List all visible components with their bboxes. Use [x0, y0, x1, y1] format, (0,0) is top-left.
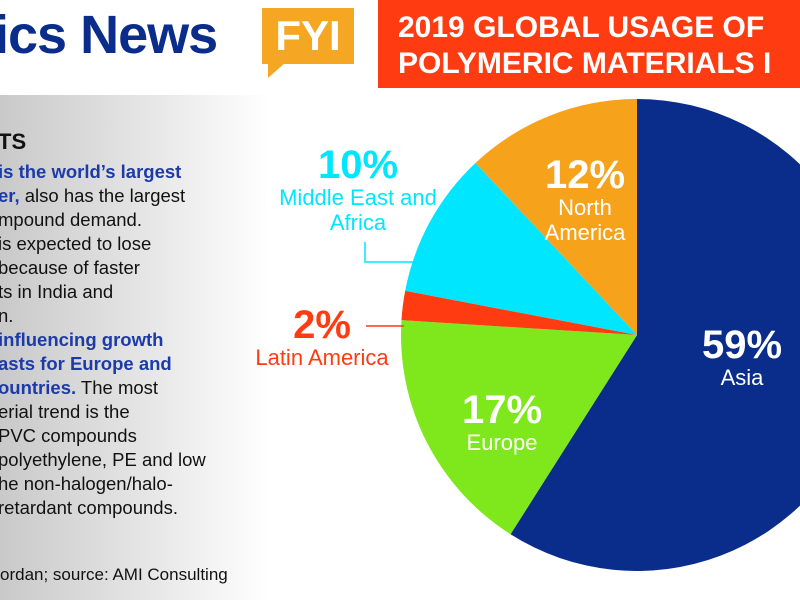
- sidebar-line: is the world’s largest: [0, 160, 206, 184]
- sidebar-heading: TS: [0, 129, 27, 154]
- sidebar-line: n.: [0, 304, 206, 328]
- sidebar-line: is expected to lose: [0, 232, 206, 256]
- category-label: Middle East and Africa: [279, 185, 437, 235]
- badge-tail: [268, 62, 286, 78]
- body-text: mpound demand.: [0, 209, 142, 230]
- credit: ordan; source: AMI Consulting: [0, 565, 228, 584]
- sidebar-line: because of faster: [0, 256, 206, 280]
- body-text: PVC compounds: [0, 425, 137, 446]
- pie-slice: [475, 99, 637, 335]
- body-text: erial trend is the: [0, 401, 130, 422]
- value-label: 2%: [293, 303, 351, 347]
- sidebar-line: er, also has the largest: [0, 184, 206, 208]
- fyi-badge: FYI: [262, 8, 354, 64]
- bold-text: asts for Europe and: [0, 353, 172, 374]
- slice-label: 17% Europe: [442, 390, 562, 455]
- value-label: 12%: [544, 153, 626, 197]
- body-text: is expected to lose: [0, 233, 152, 254]
- body-text: ts in India and: [0, 281, 114, 302]
- pie-slice: [405, 162, 637, 335]
- slice-label: 10% Middle East and Africa: [278, 145, 438, 235]
- sidebar-background: [0, 95, 270, 600]
- category-label: Latin America: [255, 345, 389, 370]
- value-label: 10%: [317, 143, 399, 187]
- body-text: n.: [0, 305, 14, 326]
- bold-text: ountries.: [0, 377, 77, 398]
- sidebar-line: PVC compounds: [0, 424, 206, 448]
- title-banner: 2019 GLOBAL USAGE OF POLYMERIC MATERIALS…: [378, 0, 800, 88]
- body-text: polyethylene, PE and low: [0, 449, 206, 470]
- body-text: also has the largest: [19, 185, 186, 206]
- bold-text: er,: [0, 185, 20, 206]
- body-text: he non-halogen/halo-: [0, 473, 173, 494]
- brand: ics News: [0, 5, 218, 65]
- slice-label: 59% Asia: [682, 325, 800, 390]
- sidebar-line: asts for Europe and: [0, 352, 206, 376]
- value-label: 59%: [701, 323, 783, 367]
- sidebar-line: ts in India and: [0, 280, 206, 304]
- category-label: North America: [544, 195, 626, 245]
- value-label: 17%: [461, 388, 543, 432]
- category-label: Asia: [720, 365, 764, 390]
- bold-text: influencing growth: [0, 329, 164, 350]
- sidebar-line: ountries. The most: [0, 376, 206, 400]
- sidebar-line: retardant compounds.: [0, 496, 206, 520]
- leader-line: [364, 242, 420, 263]
- sidebar-line: influencing growth: [0, 328, 206, 352]
- pie-slice: [401, 290, 637, 335]
- slice-label: 12% North America: [530, 155, 640, 245]
- sidebar-line: he non-halogen/halo-: [0, 472, 206, 496]
- pie-slice: [401, 320, 637, 535]
- pie-slice: [510, 99, 800, 571]
- sidebar-text: TS is the world’s largest er, also has th…: [0, 130, 206, 520]
- slice-label: 2% Latin America: [252, 305, 392, 370]
- body-text: because of faster: [0, 257, 140, 278]
- body-text: The most: [76, 377, 159, 398]
- sidebar-line: polyethylene, PE and low: [0, 448, 206, 472]
- sidebar-line: erial trend is the: [0, 400, 206, 424]
- sidebar-line: mpound demand.: [0, 208, 206, 232]
- title-line: 2019 GLOBAL USAGE OF: [398, 11, 765, 44]
- bold-text: is the world’s largest: [0, 161, 182, 182]
- category-label: Europe: [466, 430, 538, 455]
- body-text: retardant compounds.: [0, 497, 178, 518]
- title-line: POLYMERIC MATERIALS I: [398, 47, 772, 80]
